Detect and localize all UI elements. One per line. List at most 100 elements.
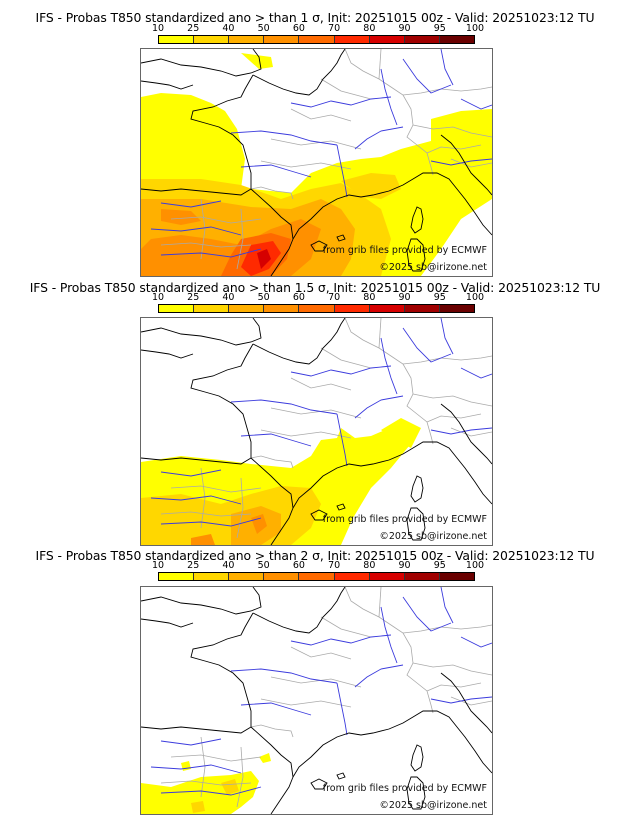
probability-area [259, 753, 271, 763]
coastline [250, 726, 294, 814]
coastline [141, 343, 254, 465]
admin-border [344, 587, 434, 714]
admin-border [426, 144, 482, 154]
coastline [141, 74, 254, 196]
panel-1sigma: IFS - Probas T850 standardized ano > tha… [0, 0, 630, 280]
colorbar-segment [439, 573, 474, 580]
map: from grib files provided by ECMWF ©2025 … [140, 317, 493, 546]
colorbar-tick-label: 60 [292, 560, 305, 571]
coastline [292, 441, 492, 509]
river [150, 226, 242, 236]
credit-copyright: ©2025 sb@irizone.net [379, 800, 487, 811]
river [240, 433, 312, 447]
colorbar-segment [334, 36, 370, 43]
admin-border [236, 746, 244, 808]
coastline [141, 612, 254, 734]
coastline [406, 776, 426, 810]
colorbar-tick-label: 80 [363, 560, 376, 571]
river [380, 337, 398, 395]
colorbar-segment [194, 305, 230, 312]
colorbar-segment [159, 573, 195, 580]
probability-area [191, 801, 205, 813]
colorbar-tick-label: 10 [151, 292, 165, 303]
probability-area [241, 53, 273, 69]
colorbar-segment [229, 36, 265, 43]
admin-border [260, 429, 352, 439]
colorbar-segment [194, 36, 230, 43]
river [150, 764, 242, 774]
coastline [141, 618, 194, 628]
river [354, 126, 404, 150]
colorbar [158, 35, 475, 44]
river [430, 158, 492, 166]
admin-border [378, 49, 382, 80]
river [460, 636, 492, 648]
admin-border [250, 455, 294, 469]
river [336, 144, 348, 198]
coastline [252, 318, 346, 365]
river [354, 664, 404, 688]
map: from grib files provided by ECMWF ©2025 … [140, 48, 493, 277]
river [336, 413, 348, 467]
river [290, 96, 392, 108]
panel-title: IFS - Probas T850 standardized ano > tha… [29, 280, 601, 295]
river [440, 318, 454, 355]
colorbar-segment [334, 573, 370, 580]
coastline [406, 507, 426, 541]
colorbar-tick-label: 70 [328, 23, 341, 34]
river [160, 786, 262, 796]
river [160, 517, 262, 527]
admin-border [250, 724, 294, 738]
colorbar-tick-label: 70 [328, 560, 341, 571]
admin-border [320, 616, 372, 638]
colorbar-segment [404, 36, 440, 43]
coastline [141, 587, 262, 615]
credit-source: from grib files provided by ECMWF [322, 514, 487, 525]
colorbar [158, 572, 475, 581]
colorbar-segment [264, 36, 300, 43]
river [460, 367, 492, 379]
probability-area [181, 761, 191, 771]
colorbar-segment [194, 573, 230, 580]
colorbar [158, 304, 475, 313]
colorbar-tick-label: 90 [398, 23, 411, 34]
colorbar-segment [299, 36, 335, 43]
admin-border [200, 467, 206, 529]
coastline [310, 778, 328, 790]
river [430, 696, 492, 704]
coastline [310, 509, 328, 521]
colorbar-tick-label: 95 [433, 560, 446, 571]
river [430, 427, 492, 435]
probability-area [141, 93, 245, 191]
colorbar-segment [264, 573, 300, 580]
coastline [292, 710, 492, 778]
river [380, 606, 398, 664]
coastline [410, 206, 424, 234]
colorbar-tick-label: 80 [363, 292, 376, 303]
colorbar-ticks: 10 25 40 50 60 70 80 90 95 100 [152, 292, 484, 303]
admin-border [450, 427, 492, 437]
credit-source: from grib files provided by ECMWF [322, 783, 487, 794]
probability-area [221, 779, 239, 795]
coastline [250, 457, 294, 545]
admin-border [426, 682, 482, 692]
coastline [141, 349, 194, 359]
colorbar-tick-label: 25 [187, 560, 200, 571]
admin-border [320, 347, 372, 369]
river [230, 130, 338, 146]
coastline [440, 403, 492, 465]
admin-border [170, 754, 262, 762]
admin-border [450, 158, 492, 168]
panel-1-5sigma: IFS - Probas T850 standardized ano > tha… [29, 280, 601, 546]
admin-border [170, 485, 262, 493]
colorbar-tick-label: 25 [187, 23, 200, 34]
admin-border [200, 736, 206, 798]
river [230, 668, 338, 684]
probability-area [381, 418, 421, 448]
colorbar-ticks: 10 25 40 50 60 70 80 90 95 100 [152, 23, 484, 34]
coastline [252, 49, 346, 96]
colorbar-segment [439, 305, 474, 312]
admin-border [250, 186, 294, 200]
map-canvas [141, 49, 492, 276]
colorbar-tick-label: 70 [328, 292, 341, 303]
